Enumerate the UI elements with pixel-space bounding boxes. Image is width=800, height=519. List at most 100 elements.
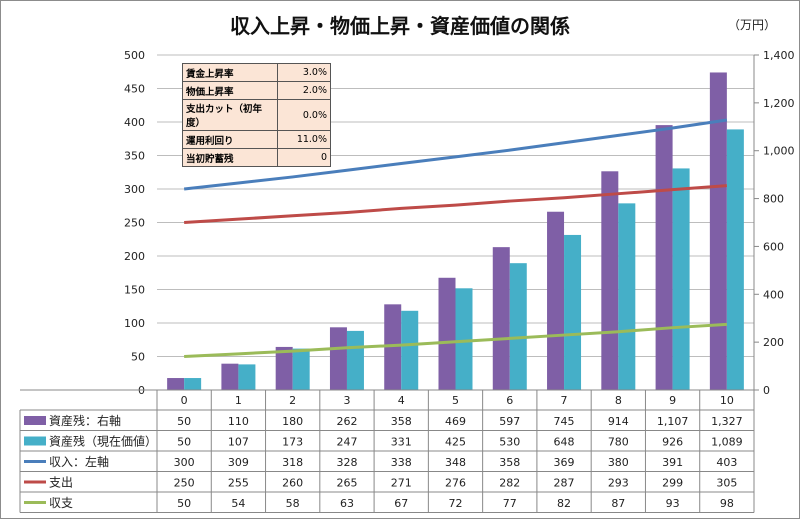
x-tick-label: 5 bbox=[452, 394, 459, 407]
data-cell: 262 bbox=[336, 415, 357, 428]
data-cell: 67 bbox=[394, 497, 408, 510]
x-tick-label: 7 bbox=[561, 394, 568, 407]
parameter-label: 物価上昇率 bbox=[182, 81, 278, 100]
parameter-value: 11.0% bbox=[277, 130, 331, 149]
data-cell: 328 bbox=[336, 456, 357, 469]
y-right-tick-label: 1,400 bbox=[763, 49, 795, 62]
y-left-tick-label: 250 bbox=[124, 217, 145, 230]
y-right-tick-label: 800 bbox=[763, 193, 784, 206]
y-right-tick-label: 200 bbox=[763, 336, 784, 349]
line-4 bbox=[184, 322, 727, 358]
line-3 bbox=[184, 184, 727, 224]
data-cell: 282 bbox=[499, 477, 520, 490]
line-2 bbox=[183, 118, 728, 191]
data-cell: 255 bbox=[228, 477, 249, 490]
data-cell: 469 bbox=[445, 415, 466, 428]
parameter-label: 支出カット（初年度） bbox=[182, 99, 278, 131]
x-tick-label: 4 bbox=[398, 394, 405, 407]
legend-label: 収入：左軸 bbox=[49, 454, 109, 469]
x-tick-label: 10 bbox=[720, 394, 734, 407]
x-tick-label: 1 bbox=[235, 394, 242, 407]
bar-0 bbox=[492, 247, 510, 390]
legend-label: 資産残：右軸 bbox=[49, 413, 121, 428]
y-left-tick-label: 100 bbox=[124, 317, 145, 330]
bar-1 bbox=[292, 348, 310, 390]
parameter-label: 当初貯蓄残 bbox=[182, 148, 278, 167]
chart-title: 収入上昇・物価上昇・資産価値の関係 bbox=[230, 14, 570, 38]
x-tick-label: 3 bbox=[343, 394, 350, 407]
data-cell: 173 bbox=[282, 436, 303, 449]
bar-0 bbox=[167, 378, 185, 390]
y-left-tick-label: 150 bbox=[124, 284, 145, 297]
data-cell: 50 bbox=[177, 497, 191, 510]
data-cell: 50 bbox=[177, 436, 191, 449]
x-tick-label: 8 bbox=[615, 394, 622, 407]
parameter-label: 賃金上昇率 bbox=[182, 63, 278, 82]
y-left-tick-label: 400 bbox=[124, 116, 145, 129]
y-right-tick-label: 400 bbox=[763, 288, 784, 301]
data-cell: 369 bbox=[554, 456, 575, 469]
data-cell: 425 bbox=[445, 436, 466, 449]
data-cell: 110 bbox=[228, 415, 249, 428]
parameter-value: 0 bbox=[277, 148, 331, 167]
bar-1 bbox=[346, 330, 364, 390]
data-cell: 54 bbox=[231, 497, 245, 510]
parameter-row: 支出カット（初年度） 0.0% bbox=[182, 99, 331, 131]
bar-0 bbox=[655, 125, 673, 390]
data-cell: 293 bbox=[608, 477, 629, 490]
bar-0 bbox=[601, 171, 619, 390]
data-cell: 276 bbox=[445, 477, 466, 490]
bar-0 bbox=[221, 363, 239, 390]
data-cell: 914 bbox=[608, 415, 629, 428]
y-left-tick-label: 300 bbox=[124, 183, 145, 196]
bar-0 bbox=[329, 327, 347, 390]
bar-0 bbox=[547, 211, 565, 390]
parameter-row: 当初貯蓄残 0 bbox=[182, 148, 331, 167]
bar-1 bbox=[184, 378, 202, 390]
y-right-tick-label: 1,200 bbox=[763, 97, 795, 110]
data-cell: 380 bbox=[608, 456, 629, 469]
data-cell: 926 bbox=[662, 436, 683, 449]
parameter-label: 運用利回り bbox=[182, 130, 278, 149]
data-cell: 180 bbox=[282, 415, 303, 428]
data-cell: 247 bbox=[336, 436, 357, 449]
y-right-tick-label: 600 bbox=[763, 240, 784, 253]
parameter-table: 賃金上昇率 3.0% 物価上昇率 2.0% 支出カット（初年度） 0.0% 運用利回り 11.… bbox=[182, 63, 331, 167]
y-left-tick-label: 200 bbox=[124, 250, 145, 263]
legend-label: 資産残（現在価値） bbox=[49, 434, 157, 449]
data-cell: 287 bbox=[554, 477, 575, 490]
y-left-tick-label: 450 bbox=[124, 83, 145, 96]
data-cell: 780 bbox=[608, 436, 629, 449]
data-cell: 265 bbox=[336, 477, 357, 490]
data-cell: 745 bbox=[554, 415, 575, 428]
data-cell: 250 bbox=[174, 477, 195, 490]
data-cell: 403 bbox=[716, 456, 737, 469]
data-cell: 82 bbox=[557, 497, 571, 510]
y-left-tick-label: 500 bbox=[124, 49, 145, 62]
bar-1 bbox=[672, 168, 690, 390]
data-cell: 87 bbox=[611, 497, 625, 510]
data-cell: 1,107 bbox=[657, 415, 689, 428]
bar-0 bbox=[275, 346, 293, 390]
y-right-tick-label: 1,000 bbox=[763, 145, 795, 158]
parameter-value: 2.0% bbox=[277, 81, 331, 100]
parameter-value: 0.0% bbox=[277, 99, 331, 131]
data-cell: 348 bbox=[445, 456, 466, 469]
parameter-row: 運用利回り 11.0% bbox=[182, 130, 331, 149]
x-tick-label: 9 bbox=[669, 394, 676, 407]
data-cell: 648 bbox=[554, 436, 575, 449]
data-cell: 358 bbox=[499, 456, 520, 469]
bar-1 bbox=[401, 310, 419, 390]
data-cell: 318 bbox=[282, 456, 303, 469]
data-cell: 98 bbox=[720, 497, 734, 510]
data-cell: 530 bbox=[499, 436, 520, 449]
data-cell: 72 bbox=[449, 497, 463, 510]
data-cell: 93 bbox=[666, 497, 680, 510]
data-cell: 77 bbox=[503, 497, 517, 510]
unit-label: （万円） bbox=[728, 18, 777, 32]
parameter-value: 3.0% bbox=[277, 63, 331, 82]
data-cell: 358 bbox=[391, 415, 412, 428]
bar-1 bbox=[509, 263, 527, 390]
legend-label: 支出 bbox=[49, 476, 73, 490]
legend-key-1 bbox=[24, 436, 46, 446]
